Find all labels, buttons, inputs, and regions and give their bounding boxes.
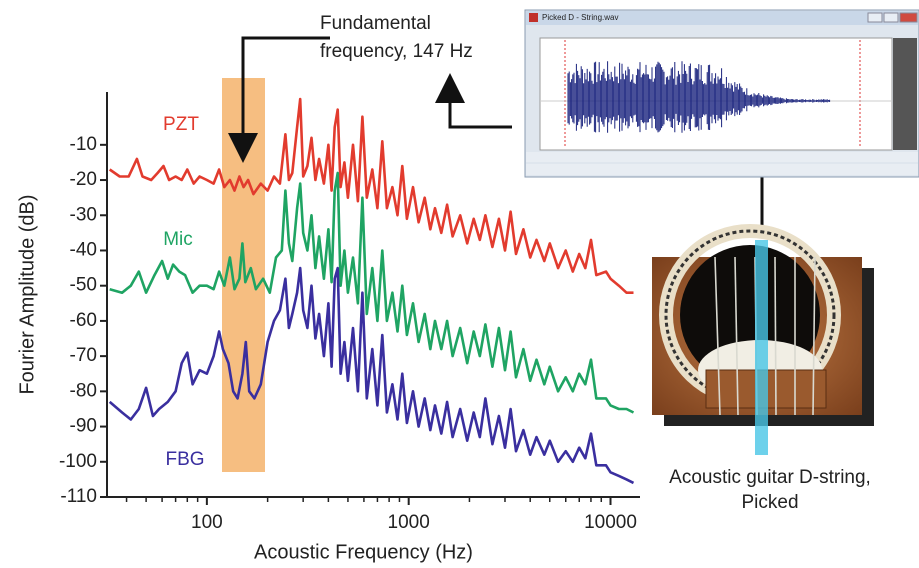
scroll-bar — [526, 152, 918, 162]
y-tick-label: -60 — [70, 310, 97, 331]
series-label: FBG — [165, 449, 204, 470]
series-line — [109, 171, 635, 414]
y-tick-label: -20 — [70, 169, 97, 190]
guitar-photo — [652, 224, 874, 455]
y-tick-label: -70 — [70, 345, 97, 366]
y-tick-label: -50 — [70, 275, 97, 296]
y-tick-label: -80 — [70, 380, 97, 401]
y-tick-label: -10 — [70, 134, 97, 155]
series-line — [108, 97, 634, 295]
x-tick-label: 1000 — [388, 512, 430, 533]
annotation-line: Fundamental — [320, 13, 431, 34]
series-label: Mic — [163, 229, 193, 250]
y-tick-label: -90 — [70, 416, 97, 437]
fbg-sensor — [755, 240, 768, 455]
rosette-inlay — [664, 229, 836, 401]
plot-area: -10 -20 -30 -40 -50 -60 -70 -80 -90 -100 -110 100 10… — [16, 92, 640, 563]
window-button — [867, 12, 883, 23]
y-axis-label: Fourier Amplitude (dB) — [16, 194, 38, 394]
x-tick-label: 100 — [191, 512, 223, 533]
scroll-panel — [893, 38, 917, 150]
y-tick-label: -30 — [70, 204, 97, 225]
y-tick-label: -40 — [70, 239, 97, 260]
inset-title: Picked D - String.wav — [542, 13, 618, 22]
waveform — [567, 61, 831, 133]
waveform-trace — [567, 61, 831, 133]
window-button — [899, 12, 918, 23]
photo-caption: Picked — [741, 492, 798, 513]
photo-caption: Acoustic guitar D-string, — [669, 467, 871, 488]
toolbar — [526, 164, 918, 175]
series-label: PZT — [163, 114, 199, 135]
title-bar — [526, 11, 918, 25]
annotation-line: frequency, 147 Hz — [320, 41, 473, 62]
x-axis-label: Acoustic Frequency (Hz) — [254, 541, 473, 563]
annotation-arrow — [228, 36, 330, 163]
inset-screenshot: Picked D - String.wav — [524, 9, 919, 178]
x-tick-label: 10000 — [584, 512, 637, 533]
inset-arrow — [435, 73, 512, 129]
series-line — [108, 266, 635, 485]
app-icon — [529, 13, 538, 22]
window-button — [883, 12, 899, 23]
y-tick-label: -110 — [60, 486, 97, 507]
y-tick-label: -100 — [59, 451, 97, 472]
